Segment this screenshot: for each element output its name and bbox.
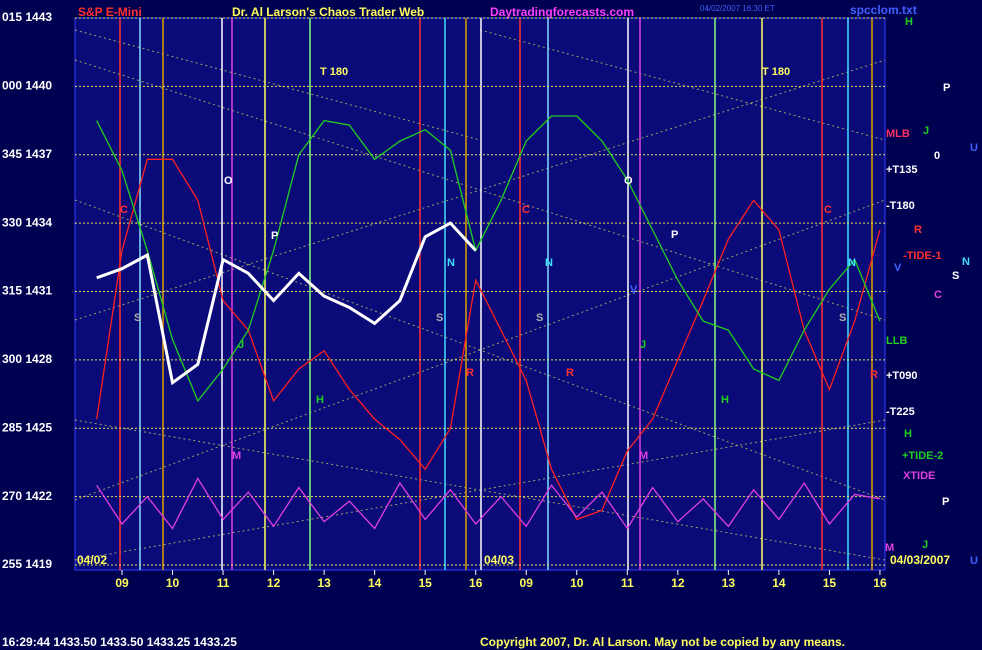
x-tick-label: 09 (520, 576, 534, 590)
annotation: V (630, 284, 638, 296)
y-tick-label: 270 1422 (2, 489, 52, 503)
quote: 16:29:44 1433.50 1433.50 1433.25 1433.25 (2, 635, 237, 649)
diagonal-lines (74, 29, 886, 561)
x-tick-label: 13 (317, 576, 331, 590)
y-tick-label: 255 1419 (2, 557, 52, 571)
level-label: U (970, 555, 978, 567)
series-line (96, 115, 881, 403)
annotation: S (839, 312, 846, 324)
annotation: S (436, 312, 443, 324)
timestamp: 04/02/2007 16:30 ET (700, 4, 775, 13)
annotation: C (120, 204, 128, 216)
annotation: N (447, 257, 455, 269)
level-label: H (905, 16, 913, 28)
x-tick-label: 12 (267, 576, 281, 590)
annotation: H (316, 394, 324, 406)
level-label: V (894, 262, 902, 274)
x-tick-label: 11 (621, 576, 634, 590)
annotation: R (566, 367, 574, 379)
annotation: M (639, 450, 648, 462)
level-label: P (943, 82, 950, 94)
annotation: P (671, 229, 678, 241)
x-tick-label: 14 (368, 576, 382, 590)
level-label: +T090 (886, 370, 918, 382)
level-label: J (922, 539, 928, 551)
copyright: Copyright 2007, Dr. Al Larson. May not b… (480, 635, 845, 649)
level-label: P (942, 496, 949, 508)
x-tick-label: 14 (772, 576, 786, 590)
x-tick-label: 15 (418, 576, 432, 590)
diagonal (74, 419, 886, 561)
annotation: N (848, 257, 856, 269)
x-tick-label: 13 (722, 576, 736, 590)
annotation: O (224, 175, 233, 187)
level-label: -T225 (886, 406, 915, 418)
x-tick-label: 16 (469, 576, 483, 590)
level-label: -T180 (886, 200, 915, 212)
x-tick-label: 16 (873, 576, 887, 590)
level-label: M (885, 542, 894, 554)
annotation: P (271, 230, 278, 242)
level-label: J (923, 125, 929, 137)
annotation: T 180 (320, 66, 348, 78)
y-tick-label: 345 1437 (2, 147, 52, 161)
x-tick-label: 09 (115, 576, 129, 590)
level-label: 0 (934, 150, 940, 162)
file-name: spcclom.txt (850, 3, 917, 17)
x-tick-label: 15 (823, 576, 837, 590)
series-line (96, 221, 477, 386)
annotation: N (545, 257, 553, 269)
annotation: T 180 (762, 66, 790, 78)
series-line (96, 158, 881, 521)
annotation: C (522, 204, 530, 216)
annotation: C (824, 204, 832, 216)
annotation: J (238, 339, 244, 351)
level-label: XTIDE (903, 470, 935, 482)
level-label: U (970, 142, 978, 154)
x-tick-label: 10 (166, 576, 180, 590)
level-label: -TIDE-1 (903, 250, 942, 262)
level-label: N (962, 256, 970, 268)
y-tick-label: 300 1428 (2, 352, 52, 366)
vertical-lines (119, 18, 873, 570)
title: Dr. Al Larson's Chaos Trader Web (232, 5, 424, 19)
level-label: +TIDE-2 (902, 450, 943, 462)
level-label: C (934, 289, 942, 301)
annotation: S (536, 312, 543, 324)
series-line (96, 477, 881, 530)
y-tick-label: 285 1425 (2, 420, 52, 434)
date-label: 04/02 (77, 553, 107, 567)
annotation: S (134, 312, 141, 324)
level-label: R (870, 369, 878, 381)
x-tick-label: 10 (570, 576, 584, 590)
y-tick-label: 330 1434 (2, 215, 52, 229)
level-label: LLB (886, 335, 907, 347)
annotation: R (466, 367, 474, 379)
diagonal (74, 59, 886, 321)
annotation: H (721, 394, 729, 406)
y-tick-label: 015 1443 (2, 10, 52, 24)
plot-area (74, 17, 886, 571)
site: Daytradingforecasts.com (490, 5, 634, 19)
annotation: J (640, 339, 646, 351)
annotation: M (232, 450, 241, 462)
level-label: MLB (886, 128, 910, 140)
annotation: O (624, 175, 633, 187)
date-label: 04/03/2007 (890, 553, 950, 567)
x-tick-label: 12 (671, 576, 685, 590)
y-tick-label: 315 1431 (2, 284, 52, 298)
level-label: S (952, 270, 959, 282)
level-label: H (904, 428, 912, 440)
instrument: S&P E-Mini (78, 5, 142, 19)
level-label: +T135 (886, 164, 918, 176)
diagonal (74, 199, 886, 501)
date-label: 04/03 (484, 553, 514, 567)
level-label: R (914, 224, 922, 236)
x-tick-label: 11 (217, 576, 230, 590)
y-tick-label: 000 1440 (2, 79, 52, 93)
